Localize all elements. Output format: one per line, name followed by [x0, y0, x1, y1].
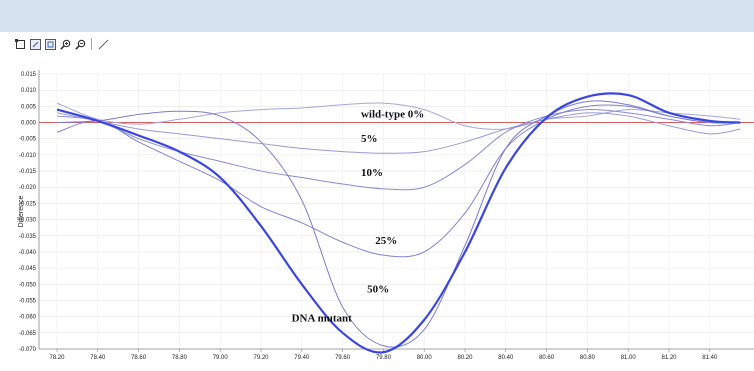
y-tick-label: 0.010 — [21, 88, 37, 94]
x-tick-label: 80.60 — [539, 355, 555, 361]
y-tick-label: -0.030 — [19, 218, 37, 224]
y-tick-label: -0.050 — [19, 282, 37, 288]
draw-line-icon[interactable] — [97, 38, 109, 50]
x-tick-label: 79.40 — [294, 355, 310, 361]
y-tick-label: -0.045 — [19, 266, 37, 272]
axes: 0.015 0.010 0.005 0.000 -0.005 -0.010 -0.015 -0… — [18, 70, 754, 361]
y-tick-label: -0.055 — [19, 298, 37, 304]
y-axis-title: Difference — [18, 196, 25, 228]
x-tick-label: 79.20 — [253, 355, 269, 361]
y-tick-label: -0.035 — [19, 234, 37, 240]
x-tick-label: 78.20 — [49, 355, 65, 361]
y-tick-label: -0.070 — [19, 347, 37, 353]
annotation-wild-type-0: wild-type 0% — [361, 109, 424, 121]
series-line-10 — [56, 109, 741, 191]
series-line-50 — [56, 100, 741, 348]
y-tick-label: 0.005 — [21, 104, 37, 110]
annotation-25: 25% — [375, 235, 397, 247]
y-tick-label: -0.010 — [19, 153, 37, 159]
series-line-dna-mutant — [56, 92, 741, 354]
y-tick-label: 0.000 — [21, 121, 37, 127]
zoom-out-icon[interactable] — [74, 38, 86, 50]
x-tick-label: 80.40 — [498, 355, 514, 361]
y-tick-label: -0.015 — [19, 169, 37, 175]
y-tick-label: 0.015 — [21, 72, 37, 78]
window-titlebar — [0, 0, 754, 32]
x-tick-label: 78.40 — [90, 355, 106, 361]
series-lines — [39, 92, 754, 354]
x-tick-label: 80.20 — [457, 355, 473, 361]
annotation-50: 50% — [367, 283, 389, 295]
chart-toolbar — [14, 36, 109, 52]
series-line-5 — [56, 112, 741, 154]
toolbar-separator — [91, 38, 92, 50]
x-tick-label: 78.60 — [131, 355, 147, 361]
x-tick-label: 81.20 — [661, 355, 677, 361]
x-tick-label: 80.80 — [580, 355, 596, 361]
zoom-in-icon[interactable] — [59, 38, 71, 50]
fit-view-icon[interactable] — [44, 38, 56, 50]
x-tick-label: 79.80 — [376, 355, 392, 361]
y-tick-label: -0.020 — [19, 185, 37, 191]
x-tick-label: 78.80 — [172, 355, 188, 361]
annotation-10: 10% — [361, 167, 383, 179]
y-tick-label: -0.025 — [19, 201, 37, 207]
x-tick-label: 79.60 — [335, 355, 351, 361]
x-tick-label: 81.00 — [621, 355, 637, 361]
zoom-area-icon[interactable] — [29, 38, 41, 50]
y-tick-label: -0.005 — [19, 137, 37, 143]
series-line-25 — [56, 104, 741, 258]
x-tick-label: 80.00 — [417, 355, 433, 361]
annotation-5: 5% — [361, 133, 378, 145]
annotation-dna-mutant: DNA mutant — [292, 313, 353, 325]
y-tick-label: -0.040 — [19, 250, 37, 256]
x-tick-label: 79.00 — [213, 355, 229, 361]
x-tick-label: 81.40 — [702, 355, 718, 361]
y-tick-label: -0.060 — [19, 315, 37, 321]
series-line-wild-type-0 — [56, 102, 741, 130]
select-tool-icon[interactable] — [14, 38, 26, 50]
curve-annotations: wild-type 0% 5% 10% 25% 50% DNA mutant — [292, 109, 425, 325]
y-tick-label: -0.065 — [19, 331, 37, 337]
